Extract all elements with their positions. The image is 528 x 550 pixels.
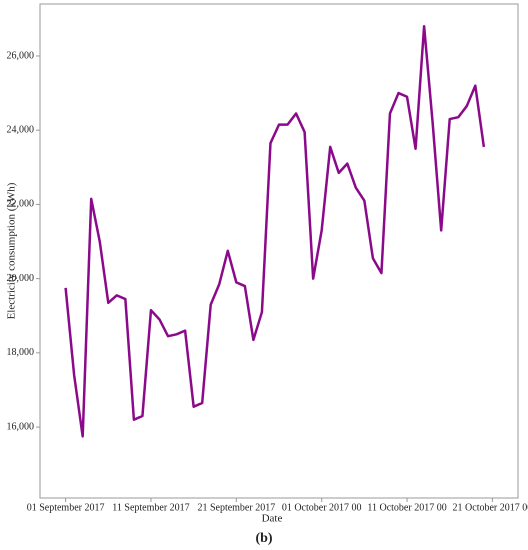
x-tick-label: 21 September 2017 xyxy=(197,502,275,513)
x-tick-label: 21 October 2017 00 xyxy=(453,502,528,513)
y-axis-label: Electricity consumption (kWh) xyxy=(6,182,18,319)
y-tick-label: 18,000 xyxy=(7,347,35,358)
x-axis-label: Date xyxy=(262,513,283,525)
x-tick-label: 11 September 2017 xyxy=(112,502,189,513)
y-tick-label: 26,000 xyxy=(7,50,35,61)
y-tick-label: 24,000 xyxy=(7,124,35,135)
x-tick-label: 11 October 2017 00 xyxy=(367,502,446,513)
caption: (b) xyxy=(255,531,272,546)
x-tick-label: 01 October 2017 00 xyxy=(282,502,362,513)
line xyxy=(64,25,486,438)
y-tick-label: 22,000 xyxy=(7,199,35,210)
y-tick-label: 16,000 xyxy=(7,421,35,432)
y-tick-label: 20,000 xyxy=(7,273,35,284)
x-tick-label: 01 September 2017 xyxy=(27,502,105,513)
plot-frame xyxy=(39,3,519,499)
